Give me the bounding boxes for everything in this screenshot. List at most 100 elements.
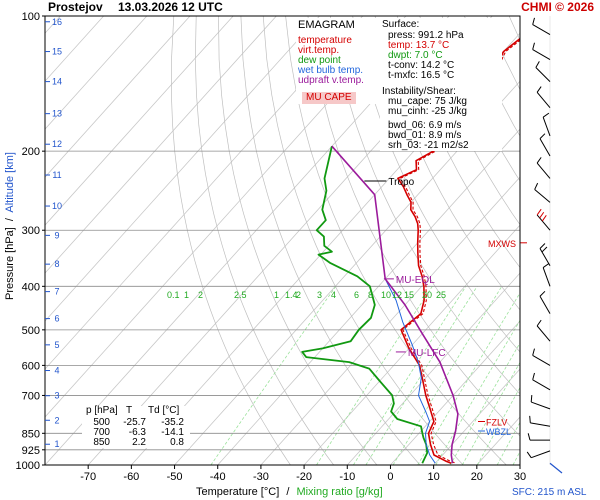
isotherm-line (45, 16, 277, 274)
row-temp: -6.3 (128, 427, 146, 438)
wind-barb-flag (527, 433, 531, 441)
wind-barb-shaft (534, 189, 551, 203)
x-tick-label: -10 (339, 471, 355, 483)
y-tick-label: 850 (22, 428, 40, 440)
x-tick-label: 20 (471, 471, 483, 483)
isotherm-line (45, 16, 320, 322)
wind-barb-flag (542, 112, 550, 118)
x-tick-label: 0 (387, 471, 393, 483)
dry-adiabat-line (396, 16, 520, 268)
km-tick-label: 16 (52, 17, 62, 27)
y-tick-label: 200 (22, 146, 40, 158)
copyright-label: CHMI © 2026 (521, 0, 594, 14)
wind-barb-shaft (539, 138, 551, 157)
mu-cape-badge: MU CAPE (302, 92, 356, 104)
row-pressure: 850 (93, 437, 110, 448)
y-tick-label: 700 (22, 390, 40, 402)
level-table-row-850: 850 2.2 0.8 (82, 438, 190, 448)
wind-barb-flag (535, 61, 540, 68)
wind-barb (539, 243, 551, 267)
level-table-header: p [hPa] T Td [°C] (82, 406, 190, 416)
wind-barb (539, 133, 551, 157)
wind-barb (534, 182, 551, 203)
km-tick-label: 3 (54, 391, 59, 401)
dry-adiabat-line (352, 16, 520, 353)
annotation-fzlv: FZLV (486, 417, 507, 427)
km-tick-label: 6 (54, 314, 59, 324)
wind-barb (532, 372, 551, 391)
wind-barb-shaft (542, 116, 551, 137)
wind-barb-shaft (532, 354, 551, 366)
mixing-ratio-line (512, 450, 520, 465)
y-axis-title: Pressure [hPa] / Altitude [km] (4, 131, 16, 321)
bwd01-value: bwd_01: 8.9 m/s (388, 130, 462, 141)
mixing-ratio-label: 15 (404, 290, 414, 300)
info-panel: Surface: press: 991.2 hPa temp: 13.7 °C … (380, 18, 502, 151)
wind-barb-shaft (530, 422, 551, 427)
mu-cape-value: mu_cape: 75 J/kg (388, 96, 467, 107)
profile-virt-temp- (399, 39, 520, 464)
km-tick-label: 4 (54, 366, 59, 376)
dry-adiabat-line (329, 16, 520, 395)
dry-adiabat-line (374, 16, 520, 311)
row-pressure: 500 (93, 417, 110, 428)
annotation-mu-eql: MU-EQL (396, 275, 435, 286)
sfc-label: SFC: 215 m ASL (512, 487, 587, 498)
wind-barb (526, 450, 551, 459)
km-tick-label: 14 (52, 77, 62, 87)
mixing-ratio-label: 3 (317, 290, 322, 300)
x-axis-separator: / (286, 486, 290, 498)
x-axis-label: Temperature [°C] (196, 486, 280, 498)
wind-barb-shaft (531, 450, 551, 459)
km-tick-label: 8 (54, 259, 59, 269)
km-tick-label: 1 (54, 439, 59, 449)
y2-axis-label: Altitude [km] (4, 152, 16, 213)
mixing-ratio-label: 4 (331, 290, 336, 300)
wind-barb-shaft (536, 92, 551, 108)
isotherm-line (45, 16, 191, 178)
wind-barb-flag (529, 415, 531, 423)
dry-adiabat-line (554, 16, 600, 465)
wind-barb-flag (539, 243, 546, 249)
wind-barb (532, 42, 551, 60)
isotherm-line (563, 16, 600, 465)
instability-title: Instability/Shear: (382, 86, 456, 97)
x2-axis-label: Mixing ratio [g/kg] (296, 486, 383, 498)
plot-layer (45, 16, 600, 465)
surface-dewpoint: dwpt: 7.0 °C (388, 50, 443, 61)
isotherm-line (260, 176, 520, 465)
km-tick-label: 13 (52, 109, 62, 119)
wind-barb-shaft (532, 379, 551, 391)
surface-tconv: t-conv: 14.2 °C (388, 60, 455, 71)
wind-barb-shaft (532, 24, 551, 36)
wind-barb-flag (536, 319, 542, 327)
wind-barb (542, 112, 551, 137)
wind-barb-flag (539, 133, 546, 140)
wind-barb-flag (532, 42, 535, 50)
annotation-mxws: MXWS (488, 239, 516, 249)
mu-cinh-value: mu_cinh: -25 J/kg (388, 106, 467, 117)
mixing-ratio-label: 25 (436, 290, 446, 300)
wind-barb-flag (534, 182, 539, 190)
annotation-wbzl: WBZL (486, 427, 511, 437)
mixing-ratio-label: 1 (184, 290, 189, 300)
wind-barb-flag (541, 215, 547, 222)
profile-wet-bulb-temp- (384, 278, 436, 464)
legend-item-temperature: temperature (298, 35, 352, 46)
mixing-ratio-label: 2.5 (234, 290, 247, 300)
x-tick-label: -50 (167, 471, 183, 483)
wind-barb-flag (536, 86, 542, 93)
wind-barb-flag (532, 372, 535, 380)
dry-adiabat-line (508, 16, 520, 41)
station-name: Prostejov (48, 0, 103, 14)
dry-adiabat-line (531, 16, 600, 465)
valid-time: 13.03.2026 12 UTC (118, 0, 223, 14)
y-axis-separator: / (4, 218, 16, 222)
km-tick-label: 15 (52, 47, 62, 57)
wind-barb-shaft (535, 67, 551, 82)
x-tick-label: -20 (296, 471, 312, 483)
wind-barb-shaft (536, 325, 551, 342)
srh03-value: srh_03: -21 m2/s2 (388, 140, 469, 151)
wind-barb-shaft (531, 401, 551, 410)
header-dewpoint: Td [°C] (148, 405, 180, 416)
